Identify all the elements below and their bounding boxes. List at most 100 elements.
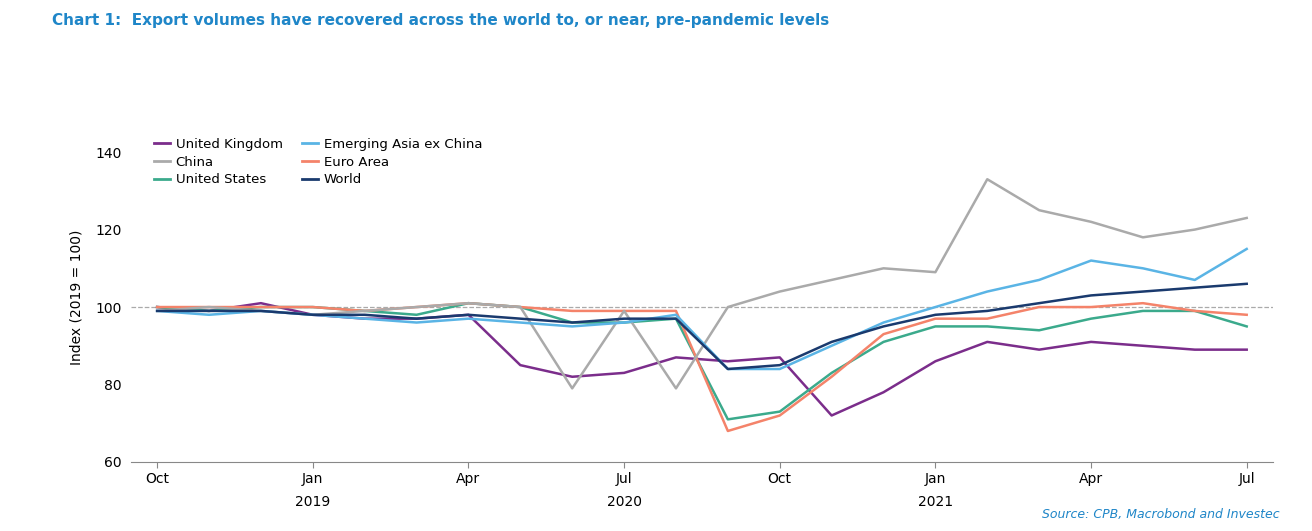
Line: United Kingdom: United Kingdom	[157, 303, 1246, 415]
Emerging Asia ex China	[513, 319, 529, 326]
Emerging Asia ex China	[461, 315, 476, 322]
United States	[824, 370, 840, 376]
World	[979, 308, 994, 314]
United States	[564, 319, 580, 326]
Euro Area	[1031, 304, 1047, 310]
United States	[1084, 315, 1099, 322]
Euro Area	[1084, 304, 1099, 310]
World	[1135, 288, 1151, 295]
United Kingdom	[150, 304, 165, 310]
United Kingdom	[201, 308, 216, 314]
United States	[1031, 327, 1047, 333]
China	[1239, 215, 1254, 221]
Emerging Asia ex China	[1239, 246, 1254, 252]
China	[875, 265, 891, 271]
Euro Area	[408, 304, 424, 310]
United States	[253, 304, 269, 310]
Line: United States: United States	[157, 303, 1246, 419]
Euro Area	[357, 308, 373, 314]
World	[150, 308, 165, 314]
United States	[1239, 323, 1254, 330]
Euro Area	[720, 428, 736, 434]
Euro Area	[461, 300, 476, 306]
United States	[1187, 308, 1203, 314]
Emerging Asia ex China	[771, 366, 787, 372]
United Kingdom	[1031, 346, 1047, 353]
Euro Area	[1239, 312, 1254, 318]
Euro Area	[617, 308, 632, 314]
United Kingdom	[928, 358, 943, 364]
Euro Area	[668, 308, 684, 314]
Euro Area	[928, 315, 943, 322]
United Kingdom	[357, 315, 373, 322]
Emerging Asia ex China	[357, 315, 373, 322]
Euro Area	[771, 412, 787, 418]
China	[979, 176, 994, 183]
Line: Emerging Asia ex China: Emerging Asia ex China	[157, 249, 1246, 369]
United States	[201, 308, 216, 314]
United States	[357, 308, 373, 314]
China	[1031, 207, 1047, 213]
China	[253, 308, 269, 314]
United Kingdom	[1084, 339, 1099, 345]
Emerging Asia ex China	[564, 323, 580, 330]
Emerging Asia ex China	[1187, 277, 1203, 283]
United States	[304, 304, 320, 310]
Euro Area	[1187, 308, 1203, 314]
Emerging Asia ex China	[201, 312, 216, 318]
United States	[771, 408, 787, 415]
Euro Area	[564, 308, 580, 314]
World	[253, 308, 269, 314]
World	[357, 312, 373, 318]
China	[513, 304, 529, 310]
Euro Area	[824, 374, 840, 380]
Euro Area	[150, 304, 165, 310]
Emerging Asia ex China	[408, 319, 424, 326]
United Kingdom	[824, 412, 840, 418]
World	[824, 339, 840, 345]
Line: China: China	[157, 179, 1246, 388]
World	[201, 308, 216, 314]
United Kingdom	[461, 312, 476, 318]
Text: 2020: 2020	[606, 495, 642, 509]
China	[1187, 226, 1203, 233]
United States	[408, 312, 424, 318]
Text: 2019: 2019	[295, 495, 331, 509]
World	[1084, 292, 1099, 298]
World	[617, 315, 632, 322]
World	[564, 319, 580, 326]
United States	[875, 339, 891, 345]
United States	[513, 304, 529, 310]
Text: Chart 1:  Export volumes have recovered across the world to, or near, pre-pandem: Chart 1: Export volumes have recovered a…	[52, 13, 829, 28]
China	[617, 308, 632, 314]
United Kingdom	[668, 354, 684, 361]
Text: Source: CPB, Macrobond and Investec: Source: CPB, Macrobond and Investec	[1042, 509, 1279, 521]
United Kingdom	[771, 354, 787, 361]
China	[304, 312, 320, 318]
Euro Area	[304, 304, 320, 310]
United Kingdom	[979, 339, 994, 345]
United Kingdom	[617, 370, 632, 376]
Emerging Asia ex China	[668, 312, 684, 318]
Line: World: World	[157, 284, 1246, 369]
United States	[979, 323, 994, 330]
World	[1239, 280, 1254, 287]
United States	[720, 416, 736, 423]
Emerging Asia ex China	[150, 308, 165, 314]
United States	[150, 304, 165, 310]
China	[771, 288, 787, 295]
United States	[617, 319, 632, 326]
United States	[1135, 308, 1151, 314]
World	[668, 315, 684, 322]
Emerging Asia ex China	[824, 342, 840, 349]
Emerging Asia ex China	[928, 304, 943, 310]
World	[928, 312, 943, 318]
Emerging Asia ex China	[1135, 265, 1151, 271]
Emerging Asia ex China	[720, 366, 736, 372]
Euro Area	[875, 331, 891, 337]
Emerging Asia ex China	[979, 288, 994, 295]
China	[564, 385, 580, 391]
Euro Area	[979, 315, 994, 322]
World	[771, 362, 787, 369]
China	[668, 385, 684, 391]
